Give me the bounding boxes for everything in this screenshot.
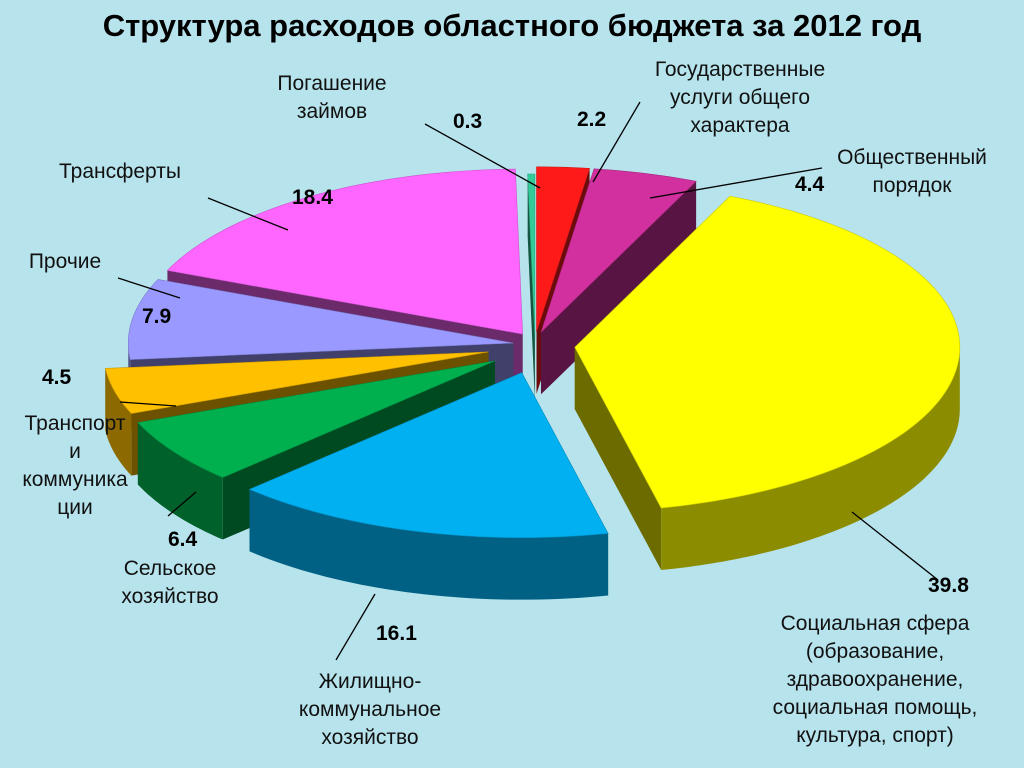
label-line: Государственные [654, 58, 826, 81]
label-social: Социальная сфера (образование, здравоохр… [745, 610, 1005, 750]
value-social: 39.8 [928, 574, 969, 597]
slice-top [248, 372, 609, 538]
label-housing: Жилищно- коммунальное хозяйство [270, 668, 470, 752]
slice-outer-wall [137, 422, 223, 540]
label-line: и [69, 440, 81, 463]
leader-line-other [117, 277, 181, 299]
label-other: Прочие [15, 248, 115, 276]
slice-wall [574, 347, 662, 571]
label-line: ции [57, 496, 93, 519]
label-line: Транспорт [24, 412, 126, 435]
label-line: Трансферты [59, 160, 181, 183]
value-other: 7.9 [142, 305, 172, 328]
slice-wall [527, 174, 535, 402]
slice-housing [248, 372, 609, 600]
label-transport: Транспорт и коммуника ции [5, 410, 145, 522]
value-gov-services: 2.2 [577, 108, 607, 131]
value-transport: 4.5 [42, 366, 72, 389]
label-line: Прочие [28, 250, 102, 273]
slice-top [137, 360, 496, 478]
chart-title: Структура расходов областного бюджета за… [102, 8, 922, 43]
label-line: культура, спорт) [796, 724, 954, 747]
label-line: характера [690, 114, 790, 137]
slice-top [536, 166, 590, 332]
slice-social [574, 195, 961, 571]
label-line: услуги общего [669, 86, 811, 109]
slice-top [527, 173, 536, 340]
label-line: Социальная сфера [780, 612, 970, 635]
label-transfers: Трансферты [30, 158, 210, 186]
slice-outer-wall [249, 489, 609, 600]
leader-line-transport [119, 401, 177, 407]
label-line: порядок [872, 174, 952, 197]
label-public-order: Общественный порядок [822, 144, 1002, 200]
slice-top [104, 351, 489, 414]
leader-line-housing [335, 593, 376, 661]
slice-top [127, 279, 514, 360]
value-public-order: 4.4 [795, 173, 825, 196]
label-line: хозяйство [321, 726, 419, 749]
label-line: коммуника [22, 468, 128, 491]
slice-loans [527, 173, 536, 402]
label-line: Погашение [277, 72, 387, 95]
slice-outer-wall [105, 368, 132, 476]
value-agriculture: 6.4 [168, 528, 198, 551]
label-gov-services: Государственные услуги общего характера [630, 56, 850, 140]
label-line: Жилищно- [318, 670, 422, 693]
leader-line-transfers [207, 197, 289, 231]
value-loans: 0.3 [453, 110, 483, 133]
label-line: социальная помощь, [772, 696, 978, 719]
label-line: здравоохранение, [786, 668, 964, 691]
slice-wall [541, 181, 697, 395]
label-loans: Погашение займов [262, 70, 402, 126]
slice-outer-wall [661, 347, 960, 571]
leader-line-social [851, 511, 939, 581]
leader-line-gov-services [592, 101, 641, 183]
label-line: Общественный [837, 146, 987, 169]
label-line: Сельское [123, 557, 217, 580]
value-transfers: 18.4 [292, 186, 333, 209]
slice-public-order [540, 168, 697, 395]
label-line: займов [296, 100, 368, 123]
label-line: коммунальное [298, 698, 442, 721]
leader-line-loans [424, 123, 541, 189]
label-line: хозяйство [121, 585, 219, 608]
leader-line-public-order [649, 167, 823, 199]
slice-top [540, 168, 697, 333]
label-agriculture: Сельское хозяйство [95, 555, 245, 611]
slice-top [166, 168, 523, 335]
leader-line-agriculture [167, 491, 197, 517]
slice-top [574, 195, 961, 509]
value-housing: 16.1 [376, 622, 417, 645]
label-line: (образование, [805, 640, 945, 663]
